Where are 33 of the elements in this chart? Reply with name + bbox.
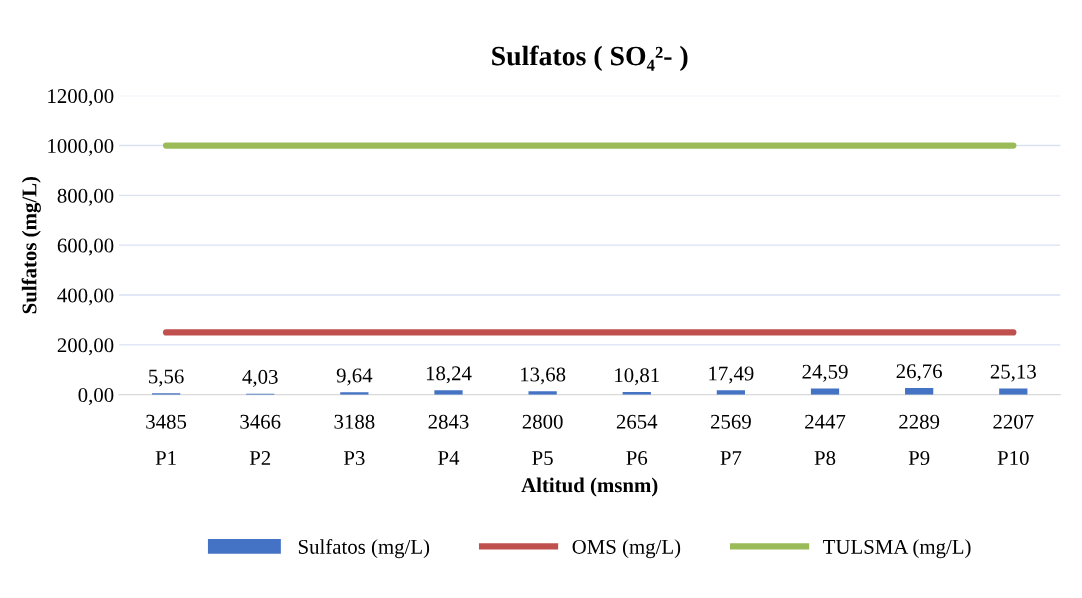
y-tick-label: 0,00 [78,388,114,406]
x-tick-label: 2447 P8 [805,414,846,466]
x-tick-label: 2207 P10 [993,414,1034,466]
data-label: 25,13 [990,364,1036,382]
y-tick-label: 1200,00 [48,89,114,107]
x-tick-label: 2569 P7 [710,414,751,465]
y-tick-label: 800,00 [57,188,114,206]
x-tick-label: 2289 P9 [899,414,940,466]
data-label: 17,49 [709,366,754,384]
x-tick-label: 2800 P5 [522,414,563,466]
y-tick-label: 400,00 [57,288,114,306]
data-label: 10,81 [615,368,659,386]
legend-label: OMS (mg/L) [572,539,681,559]
x-tick-label: 2654 P6 [616,414,658,466]
data-label: 24,59 [802,364,848,382]
x-tick-label: 3485 P1 [146,414,187,465]
y-tick-label: 1000,00 [48,138,114,156]
y-tick-label: 200,00 [57,338,114,356]
x-tick-label: 3466 P2 [240,414,281,465]
legend-label: TULSMA (mg/L) [823,539,971,559]
x-axis-title: Altitud (msnm) [521,477,658,497]
data-label: 26,76 [896,364,942,382]
data-label: 4,03 [242,369,278,387]
data-label: 18,24 [426,366,472,384]
y-axis-title: Sulfatos (mg/L) [21,176,41,314]
chart-title: Sulfatos ( SO₄²- ) [492,45,688,72]
x-tick-label: 3188 P3 [334,414,375,466]
data-label: 5,56 [149,369,184,387]
legend-label: Sulfatos (mg/L) [298,539,430,559]
y-tick-label: 600,00 [57,238,114,256]
data-label: 13,68 [521,367,566,385]
x-tick-label: 2843 P4 [428,414,469,465]
data-label: 9,64 [336,368,373,386]
